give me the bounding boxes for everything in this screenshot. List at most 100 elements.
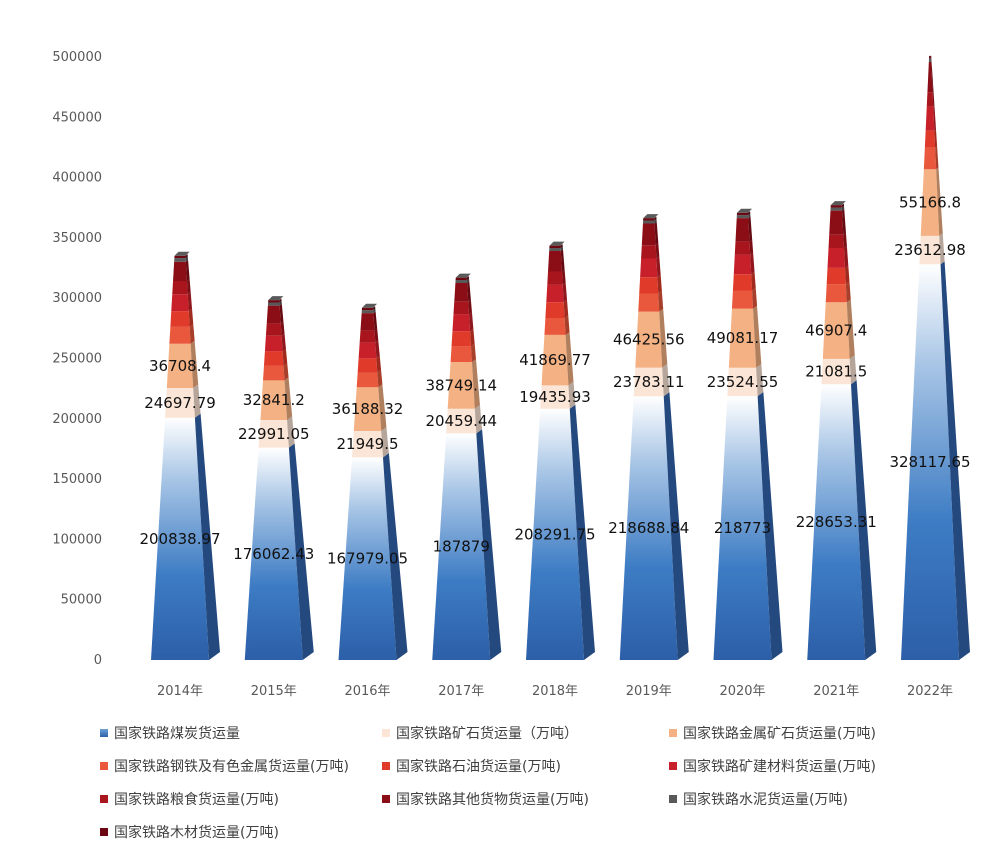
bar-segment: [713, 391, 783, 660]
bars: [151, 55, 970, 660]
bar-segment-front: [540, 385, 570, 409]
bar-segment-side: [279, 300, 282, 306]
bar-segment-front: [928, 58, 932, 62]
y-tick-label: 350000: [52, 231, 102, 246]
bar-segment-front: [825, 284, 847, 303]
bar-segment-front: [359, 330, 376, 343]
bar-segment-front: [338, 457, 397, 660]
bar-segment-side: [843, 232, 847, 248]
bar-segment-side: [470, 343, 476, 363]
legend-swatch: [100, 729, 108, 737]
bar-segment-side: [288, 443, 314, 660]
bar-segment-front: [713, 396, 772, 660]
data-label: 38749.14: [425, 376, 497, 394]
bar-segment: [919, 233, 945, 265]
bar-segment: [929, 55, 932, 59]
bar-segment: [263, 363, 289, 381]
bar-segment-side: [279, 303, 284, 324]
bar-top-cap: [830, 201, 846, 206]
bar-segment: [260, 377, 293, 420]
x-category-label: 2020年: [719, 684, 765, 699]
bar-segment-side: [281, 333, 286, 352]
bar-segment-front: [356, 372, 379, 388]
bar-segment-side: [466, 276, 470, 281]
bar-segment-front: [547, 271, 563, 285]
bar-segment-side: [748, 213, 751, 219]
bar-segment-side: [654, 216, 657, 221]
bar-segment: [825, 281, 851, 303]
bar-segment-front: [549, 248, 561, 252]
bar-segment-side: [753, 305, 762, 368]
bar-segment-side: [561, 269, 566, 285]
data-label: 187879: [433, 538, 490, 556]
bar-segment: [638, 290, 664, 312]
bar-segment-side: [756, 364, 764, 397]
bar-top-cap: [174, 251, 190, 256]
bar-segment-front: [450, 346, 472, 363]
bar-segment-side: [564, 315, 570, 335]
bar-segment-front: [151, 417, 209, 660]
legend-label: 国家铁路煤炭货运量: [114, 726, 240, 742]
bar-segment-side: [373, 311, 378, 331]
bar-segment-front: [258, 419, 289, 448]
bar-segment: [266, 303, 284, 324]
bar-segment-side: [373, 308, 376, 314]
bar-segment-side: [468, 299, 472, 315]
bar-segment-side: [844, 265, 850, 285]
x-category-label: 2022年: [907, 684, 953, 699]
bar-segment: [244, 443, 314, 660]
legend-item: 国家铁路木材货运量(万吨): [100, 821, 382, 843]
y-tick-label: 50000: [61, 593, 102, 608]
bar-segment-front: [734, 241, 751, 255]
bar-segment-side: [757, 391, 783, 660]
legend-label: 国家铁路其他货物货运量(万吨): [396, 792, 589, 808]
bar-segment: [928, 58, 932, 62]
bar-segment-side: [474, 405, 483, 434]
bar-segment-side: [279, 298, 282, 303]
bar-segment-side: [851, 380, 877, 660]
legend-label: 国家铁路矿石货运量（万吨）: [396, 726, 578, 742]
bar-segment: [734, 239, 754, 255]
bar-segment-front: [268, 300, 280, 303]
bar-segment: [901, 261, 970, 660]
bar-segment: [452, 312, 474, 332]
bar-segment-front: [263, 365, 285, 381]
bar-segment-side: [843, 245, 849, 268]
bar-segment-side: [284, 377, 293, 420]
x-category-label: 2016年: [344, 684, 390, 699]
data-labels: 200838.97 24697.79 36708.4 176062.43 22991.0…: [139, 194, 970, 568]
bar-segment-side: [750, 252, 755, 275]
data-label: 36188.32: [332, 400, 404, 418]
y-tick-label: 200000: [52, 412, 102, 427]
bar-segment: [267, 300, 282, 306]
bar-segment-side: [467, 281, 471, 302]
bar-segment-front: [352, 430, 383, 458]
bar-segment-front: [643, 218, 655, 221]
bar-segment: [642, 218, 657, 224]
legend-label: 国家铁路木材货运量(万吨): [114, 825, 279, 841]
bar-segment-front: [548, 251, 562, 272]
bar-segment-front: [830, 205, 842, 208]
bar-segment-side: [749, 239, 754, 255]
bar-segment: [454, 281, 471, 302]
bar-segment-side: [186, 279, 191, 295]
bar-segment-front: [901, 264, 959, 660]
bar-segment: [828, 232, 847, 248]
bar-segment-side: [375, 340, 380, 359]
x-category-label: 2015年: [251, 684, 297, 699]
bar-segment-side: [185, 256, 189, 262]
bar-top-cap: [737, 208, 753, 213]
bar-segment-side: [560, 244, 563, 249]
bar-segment-side: [187, 292, 193, 312]
bar-segment-side: [382, 453, 408, 660]
bar-segment: [640, 256, 661, 278]
bar-segment-side: [934, 129, 938, 148]
bar-segment-front: [727, 367, 758, 397]
legend-swatch: [382, 729, 390, 737]
bar-segment: [264, 333, 286, 352]
y-tick-label: 300000: [52, 291, 102, 306]
bar-top-cap: [268, 296, 284, 301]
bar-segment: [826, 265, 850, 285]
data-label: 208291.75: [514, 525, 595, 543]
bar-segment-side: [841, 206, 845, 211]
